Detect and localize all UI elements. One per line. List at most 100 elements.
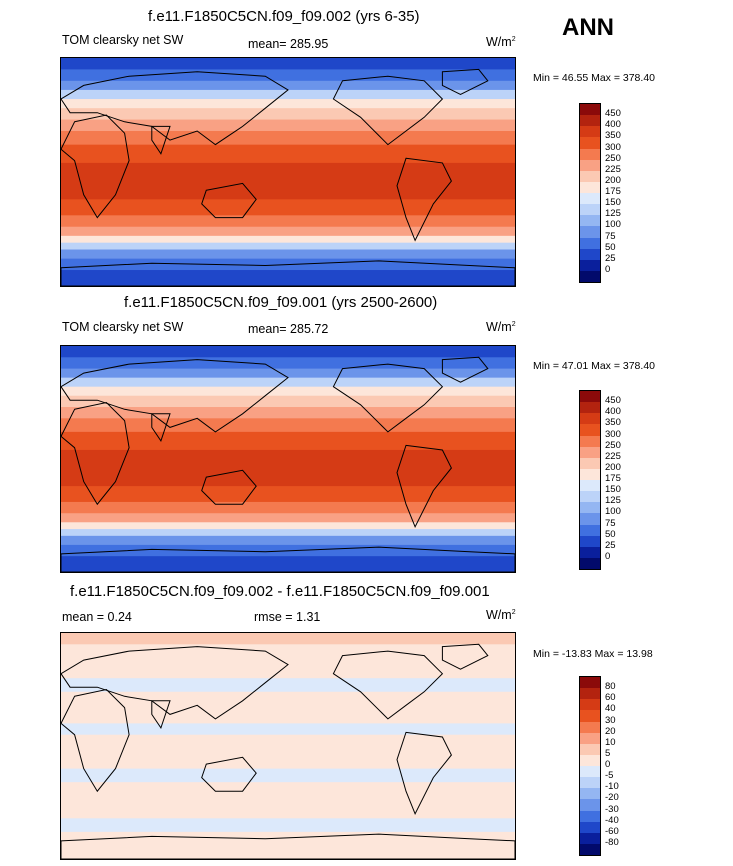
- panel-3-units: W/m2: [486, 608, 516, 622]
- map-band: [61, 162, 515, 200]
- coastline: [151, 700, 171, 730]
- colorbar-segment: [580, 104, 600, 116]
- colorbar-segment: [580, 699, 600, 711]
- colorbar-segment: [580, 502, 600, 514]
- colorbar-segment: [580, 721, 600, 733]
- map-field: [61, 58, 515, 286]
- colorbar-segment: [580, 159, 600, 171]
- panel-3-mean-label: mean = 0.24: [62, 610, 132, 624]
- map-field: [61, 633, 515, 859]
- colorbar-segment: [580, 137, 600, 149]
- map-band: [61, 108, 515, 121]
- coastline: [61, 688, 130, 793]
- panel-1-mean-label: mean= 285.95: [248, 37, 329, 51]
- colorbar-segment: [580, 688, 600, 700]
- panel-2-variable-label: TOM clearsky net SW: [62, 320, 184, 334]
- colorbar-segment: [580, 204, 600, 216]
- panel-1-units: W/m2: [486, 35, 516, 49]
- colorbar-tick-label: -20: [605, 792, 619, 804]
- colorbar-tick-label: 25: [605, 252, 616, 264]
- panel-3-map: [60, 632, 516, 860]
- map-band: [61, 486, 515, 503]
- coastline: [441, 68, 489, 96]
- colorbar-segment: [580, 677, 600, 689]
- coastline: [201, 756, 257, 792]
- coastline: [201, 469, 257, 505]
- colorbar-segment: [580, 248, 600, 260]
- colorbar-tick-label: 5: [605, 747, 611, 759]
- season-label: ANN: [562, 14, 614, 41]
- colorbar-segment: [580, 710, 600, 722]
- coastline: [61, 359, 289, 433]
- colorbar-tick-label: 400: [605, 119, 621, 131]
- colorbar-tick-label: 175: [605, 186, 621, 197]
- map-band: [61, 818, 515, 833]
- colorbar-segment: [580, 557, 600, 569]
- coastline: [332, 75, 444, 146]
- colorbar-tick-label: 450: [605, 108, 621, 120]
- colorbar-tick-label: 50: [605, 241, 616, 253]
- map-band: [61, 357, 515, 370]
- colorbar-tick-label: 0: [605, 759, 611, 770]
- colorbar-tick-label: 300: [605, 428, 621, 440]
- colorbar-segment: [580, 468, 600, 480]
- colorbar-segment: [580, 170, 600, 182]
- colorbar-segment: [580, 435, 600, 447]
- map-band: [61, 69, 515, 82]
- colorbar-segment: [580, 226, 600, 238]
- map-band: [61, 249, 515, 260]
- map-band: [61, 782, 515, 819]
- map-band: [61, 644, 515, 679]
- colorbar-segment: [580, 546, 600, 558]
- map-band: [61, 535, 515, 546]
- colorbar-segment: [580, 491, 600, 503]
- map-band: [61, 449, 515, 487]
- map-band: [61, 119, 515, 132]
- panel-2-units: W/m2: [486, 320, 516, 334]
- colorbar-segment: [580, 743, 600, 755]
- coastline: [332, 363, 444, 433]
- colorbar-segment: [580, 535, 600, 547]
- coastline: [61, 646, 289, 720]
- colorbar-tick-label: 450: [605, 395, 621, 407]
- colorbar-segment: [580, 524, 600, 536]
- map-band: [61, 242, 515, 251]
- colorbar-tick-label: 350: [605, 130, 621, 142]
- colorbar-segment: [580, 810, 600, 822]
- coastline: [441, 643, 489, 670]
- coastline: [396, 157, 452, 242]
- colorbar-tick-label: 75: [605, 230, 616, 242]
- map-band: [61, 522, 515, 530]
- colorbar-tick-label: 50: [605, 528, 616, 540]
- colorbar-tick-label: 300: [605, 141, 621, 153]
- colorbar-segment: [580, 754, 600, 766]
- panel-1-colorbar: [579, 103, 601, 283]
- colorbar-segment: [580, 193, 600, 205]
- colorbar-tick-label: 25: [605, 539, 616, 551]
- coastline: [151, 413, 171, 443]
- colorbar-segment: [580, 237, 600, 249]
- colorbar-segment: [580, 424, 600, 436]
- colorbar-segment: [580, 270, 600, 282]
- colorbar-tick-label: 225: [605, 450, 621, 462]
- colorbar-tick-label: 30: [605, 714, 616, 726]
- coastline: [332, 650, 444, 720]
- coastline: [61, 546, 515, 572]
- colorbar-segment: [580, 766, 600, 778]
- colorbar-segment: [580, 215, 600, 227]
- panel-1-variable-label: TOM clearsky net SW: [62, 33, 184, 47]
- panel-2-mean-label: mean= 285.72: [248, 322, 329, 336]
- colorbar-tick-label: -80: [605, 836, 619, 848]
- colorbar-tick-label: -5: [605, 770, 614, 782]
- coastline: [61, 833, 515, 859]
- map-band: [61, 89, 515, 100]
- coastline: [61, 71, 289, 146]
- colorbar-tick-label: 10: [605, 736, 616, 748]
- coastline: [61, 114, 130, 219]
- map-band: [61, 831, 515, 859]
- colorbar-tick-label: 200: [605, 174, 621, 186]
- colorbar-segment: [580, 402, 600, 414]
- colorbar-tick-label: 0: [605, 263, 611, 275]
- map-band: [61, 270, 515, 286]
- colorbar-tick-label: 250: [605, 152, 621, 164]
